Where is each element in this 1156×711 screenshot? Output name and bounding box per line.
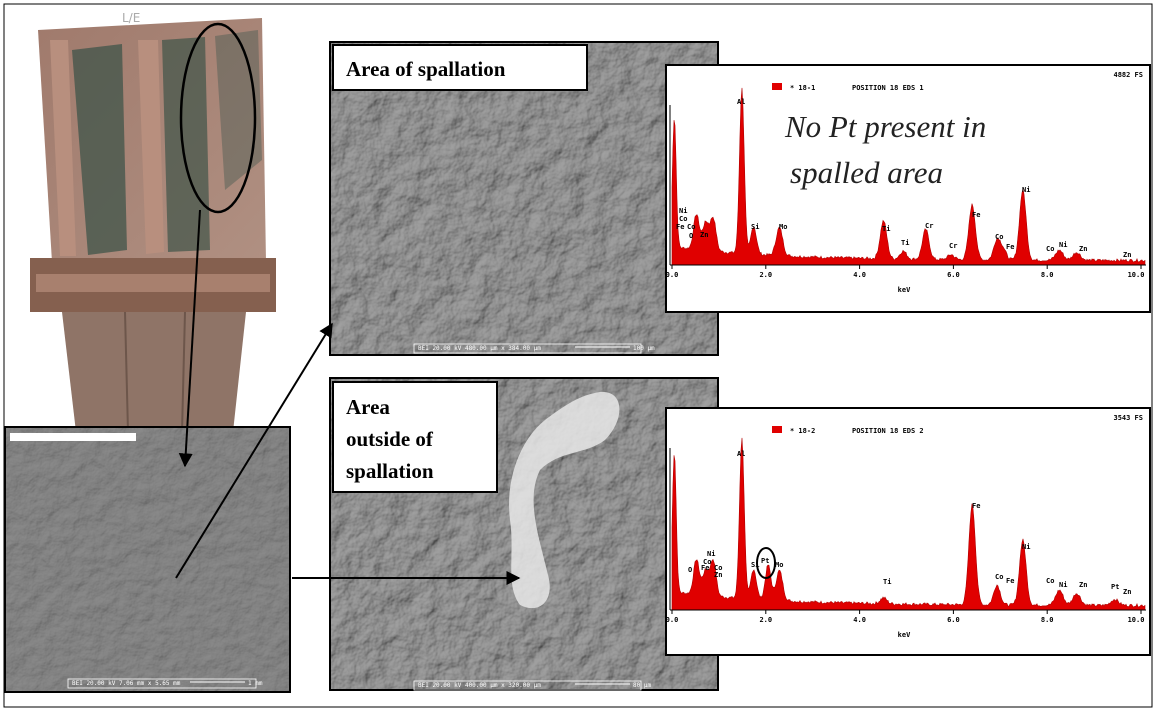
- x-tick-label: 0.0: [666, 271, 679, 279]
- sem-image: [5, 427, 290, 692]
- peak-label: Pt: [1111, 583, 1119, 591]
- peak-label: Zn: [714, 571, 722, 579]
- peak-label: Zn: [1123, 251, 1131, 259]
- sem-scale: 100 µm: [633, 345, 655, 352]
- peak-label: Co: [687, 223, 695, 231]
- x-label: keV: [898, 286, 911, 294]
- peak-label: Ti: [882, 225, 890, 233]
- peak-label: Zn: [1123, 588, 1131, 596]
- scale-marker: [10, 433, 136, 441]
- figure: L/E BEI 20.00 kV 7.06 mm x 5.65 mm 1 mm BEI…: [0, 0, 1156, 711]
- full-scale: 3543 FS: [1113, 414, 1143, 422]
- peak-label: Ni: [679, 207, 687, 215]
- peak-label: Ni: [707, 550, 715, 558]
- caption: spallation: [346, 459, 434, 483]
- sem-scale: 80 µm: [633, 682, 651, 689]
- peak-label: Ni: [1022, 543, 1030, 551]
- peak-label: Fe: [972, 211, 980, 219]
- spectrum-title: POSITION 18 EDS 1: [852, 84, 924, 92]
- x-tick-label: 4.0: [853, 271, 866, 279]
- peak-label: Ti: [883, 578, 891, 586]
- peak-label: Fe: [1006, 243, 1014, 251]
- sem-info: BEI 20.00 kV 7.06 mm x 5.65 mm: [72, 680, 181, 687]
- blade-shank: [62, 312, 246, 432]
- x-tick-label: 2.0: [759, 616, 772, 624]
- legend-swatch: [772, 426, 782, 433]
- x-tick-label: 4.0: [853, 616, 866, 624]
- peak-label: Al: [737, 98, 745, 106]
- peak-label: Zn: [1079, 581, 1087, 589]
- annotation: No Pt present in: [784, 109, 986, 144]
- peak-label: Pt: [761, 557, 769, 565]
- legend: * 18-2: [790, 427, 815, 435]
- peak-label: Zn: [700, 231, 708, 239]
- peak-label: Ni: [1059, 581, 1067, 589]
- legend: * 18-1: [790, 84, 815, 92]
- peak-label: Zn: [1079, 245, 1087, 253]
- x-tick-label: 8.0: [1041, 616, 1054, 624]
- peak-label: O: [689, 232, 693, 240]
- spectrum-title: POSITION 18 EDS 2: [852, 427, 924, 435]
- peak-label: Ti: [901, 239, 909, 247]
- peak-label: Ni: [1022, 186, 1030, 194]
- peak-label: Al: [737, 450, 745, 458]
- peak-label: Ni: [1059, 241, 1067, 249]
- caption: outside of: [346, 427, 434, 451]
- x-tick-label: 2.0: [759, 271, 772, 279]
- peak-label: Mo: [775, 561, 783, 569]
- peak-label: Co: [995, 573, 1003, 581]
- peak-label: Co: [1046, 245, 1054, 253]
- peak-label: Fe: [972, 502, 980, 510]
- x-tick-label: 8.0: [1041, 271, 1054, 279]
- peak-label: Co: [995, 233, 1003, 241]
- peak-label: Cr: [949, 242, 957, 250]
- x-tick-label: 10.0: [1128, 616, 1145, 624]
- x-tick-label: 6.0: [947, 271, 960, 279]
- sem-info: BEI 20.00 kV 480.00 µm x 384.00 µm: [418, 345, 541, 352]
- caption: Area of spallation: [346, 57, 506, 81]
- blade-platform-band: [36, 274, 270, 292]
- peak-label: Fe: [1006, 577, 1014, 585]
- caption: Area: [346, 395, 390, 419]
- full-scale: 4882 FS: [1113, 71, 1143, 79]
- peak-label: Si: [751, 223, 759, 231]
- x-tick-label: 6.0: [947, 616, 960, 624]
- x-tick-label: 10.0: [1128, 271, 1145, 279]
- peak-label: Co: [679, 215, 687, 223]
- sem-scale: 1 mm: [248, 680, 263, 687]
- peak-label: Mo: [779, 223, 787, 231]
- peak-label: Co: [1046, 577, 1054, 585]
- legend-swatch: [772, 83, 782, 90]
- peak-label: O: [688, 566, 692, 574]
- peak-label: Fe: [676, 223, 684, 231]
- peak-label: Cr: [925, 222, 933, 230]
- x-tick-label: 0.0: [666, 616, 679, 624]
- x-label: keV: [898, 631, 911, 639]
- sem-info: BEI 20.00 kV 400.00 µm x 320.00 µm: [418, 682, 541, 689]
- peak-label: Fe: [701, 564, 709, 572]
- annotation: spalled area: [790, 155, 943, 190]
- photo-label: L/E: [122, 11, 140, 25]
